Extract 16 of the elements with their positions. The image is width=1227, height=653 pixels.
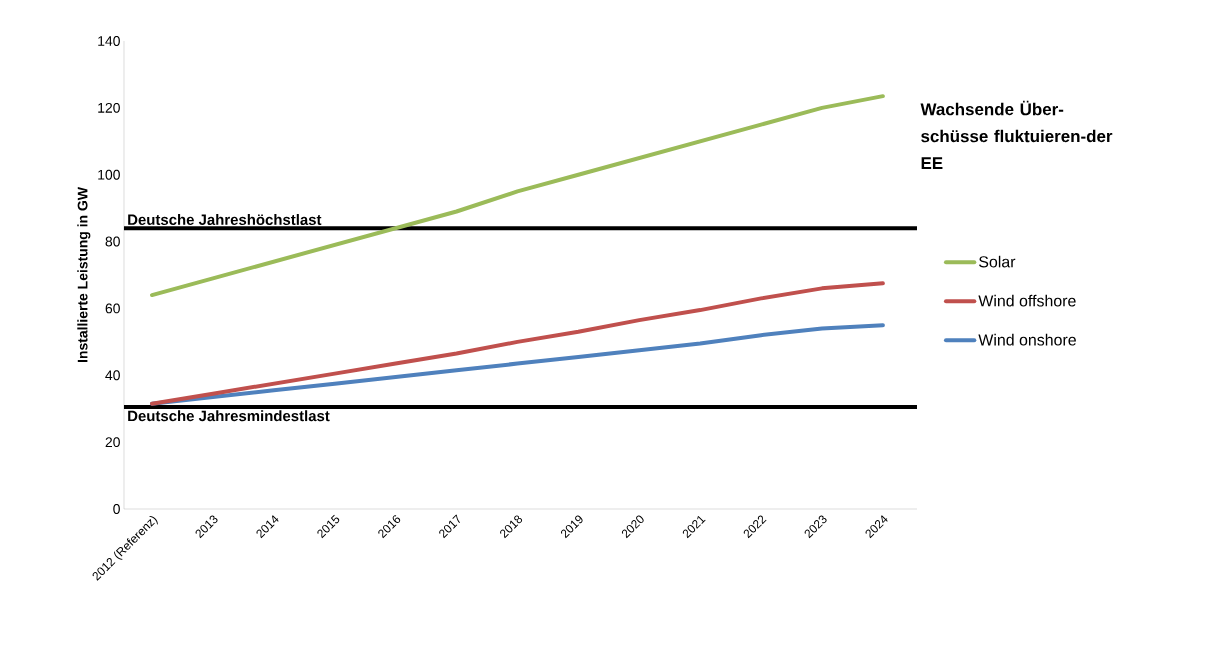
- y-tick-label: 60: [105, 303, 120, 314]
- y-tick-label: 0: [113, 504, 120, 514]
- y-tick-label: 20: [105, 437, 120, 448]
- ref-line-label: Deutsche Jahreshöchstlast: [128, 214, 322, 225]
- y-axis-title: Installierte Leistung in GW: [77, 187, 91, 363]
- legend-label: Wind onshore: [978, 333, 1076, 346]
- line-series: [150, 323, 885, 406]
- y-tick-label: 40: [105, 370, 120, 381]
- legend-label: Wind offshore: [978, 294, 1076, 307]
- y-tick-label: 120: [98, 102, 120, 113]
- ref-line-label: Deutsche Jahresmindestlast: [128, 410, 330, 422]
- y-tick-label: 100: [98, 169, 120, 180]
- y-tick-label: 140: [98, 36, 120, 46]
- text: Wachsende Über-schüsse fluktuieren-der EE: [920, 100, 1113, 169]
- legend-label: Solar: [979, 255, 1016, 268]
- y-tick-label: 80: [105, 236, 120, 247]
